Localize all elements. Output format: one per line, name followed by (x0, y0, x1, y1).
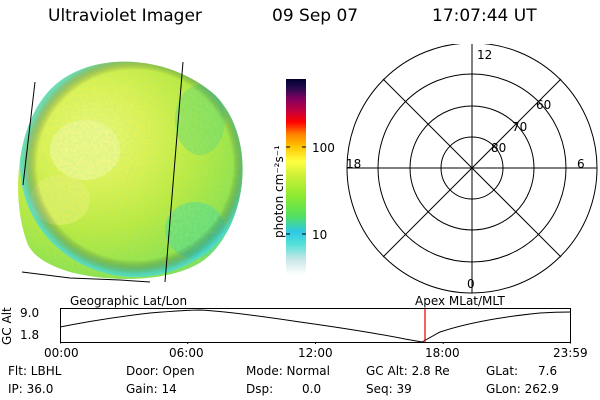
glat-label: GLat: (486, 364, 519, 378)
time-label: 17:07:44 UT (432, 6, 537, 26)
timeline-right-label: Apex MLat/MLT (415, 294, 505, 308)
timeline-xtick-0600: 06:00 (169, 346, 204, 360)
timeline-axis-label: GC Alt (0, 307, 14, 345)
timeline-xtick-0000: 00:00 (44, 346, 79, 360)
colorbar-tick-10: 10 (312, 228, 328, 242)
altitude-curve (60, 309, 571, 343)
seq-label: Seq: 39 (366, 382, 412, 396)
polar-label-0: 0 (467, 277, 475, 291)
colorbar-label: photon cm⁻²s⁻¹ (272, 145, 286, 238)
timeline-xtick-1200: 12:00 (298, 346, 333, 360)
colorbar-tick-100: 100 (312, 141, 335, 155)
door-label: Door: Open (126, 364, 195, 378)
timeline-plot (60, 308, 571, 344)
date-label: 09 Sep 07 (272, 6, 359, 26)
timeline-xtick-2359: 23:59 (553, 346, 588, 360)
timeline-ytick-1-8: 1.8 (20, 328, 40, 342)
timeline-left-label: Geographic Lat/Lon (70, 294, 188, 308)
timeline-ytick-9: 9.0 (20, 306, 40, 320)
polar-label-60: 60 (536, 98, 552, 112)
polar-label-18: 18 (346, 157, 362, 171)
polar-plot (346, 44, 598, 294)
polar-label-6: 6 (577, 157, 585, 171)
instrument-title: Ultraviolet Imager (48, 6, 202, 26)
dsp-label: Dsp: (246, 382, 274, 396)
colorbar (286, 79, 306, 275)
timeline-xtick-1800: 18:00 (425, 346, 460, 360)
gcalt-label: GC Alt: 2.8 Re (366, 364, 450, 378)
glat-value: 7.6 (538, 364, 558, 378)
earth-image (18, 61, 243, 283)
polar-diagonal-2 (382, 78, 562, 258)
flt-label: Flt: LBHL (8, 364, 62, 378)
glon-label: GLon: 262.9 (486, 382, 559, 396)
mode-label: Mode: Normal (246, 364, 330, 378)
polar-label-80: 80 (491, 141, 507, 155)
polar-label-70: 70 (512, 120, 528, 134)
ip-label: IP: 36.0 (8, 382, 54, 396)
dsp-value: 0.0 (302, 382, 322, 396)
polar-label-12: 12 (477, 48, 493, 62)
gain-label: Gain: 14 (126, 382, 177, 396)
